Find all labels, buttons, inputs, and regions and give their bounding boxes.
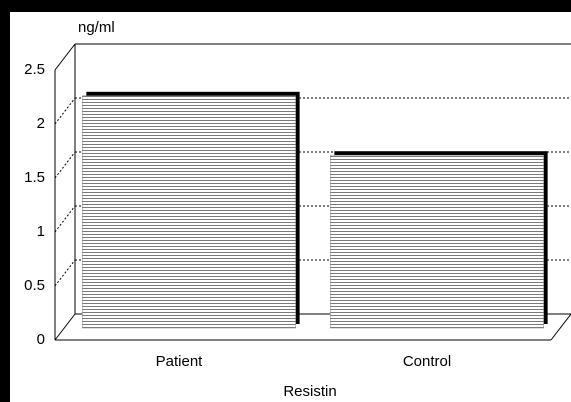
y-tick-label: 0: [37, 331, 45, 348]
x-tick-label: Patient: [156, 353, 204, 370]
y-tick-label: 2.5: [24, 61, 45, 78]
grid-line: [54, 205, 76, 233]
y-tick-label: 1: [37, 223, 45, 240]
y-tick-label: 0.5: [24, 277, 45, 294]
x-axis-label: Resistin: [283, 383, 336, 400]
floor-left: [54, 313, 76, 341]
bar: [330, 154, 544, 329]
y-tick-label: 2: [37, 115, 45, 132]
grid-line: [54, 151, 76, 179]
x-tick-label: Control: [403, 353, 451, 370]
grid-line: [54, 259, 76, 287]
y-tick-label: 1.5: [24, 169, 45, 186]
bar: [82, 95, 296, 329]
floor-right: [550, 313, 571, 341]
y-axis-depth-top: [54, 43, 76, 71]
y-axis-label: ng/ml: [78, 19, 115, 36]
grid-line: [54, 97, 76, 125]
